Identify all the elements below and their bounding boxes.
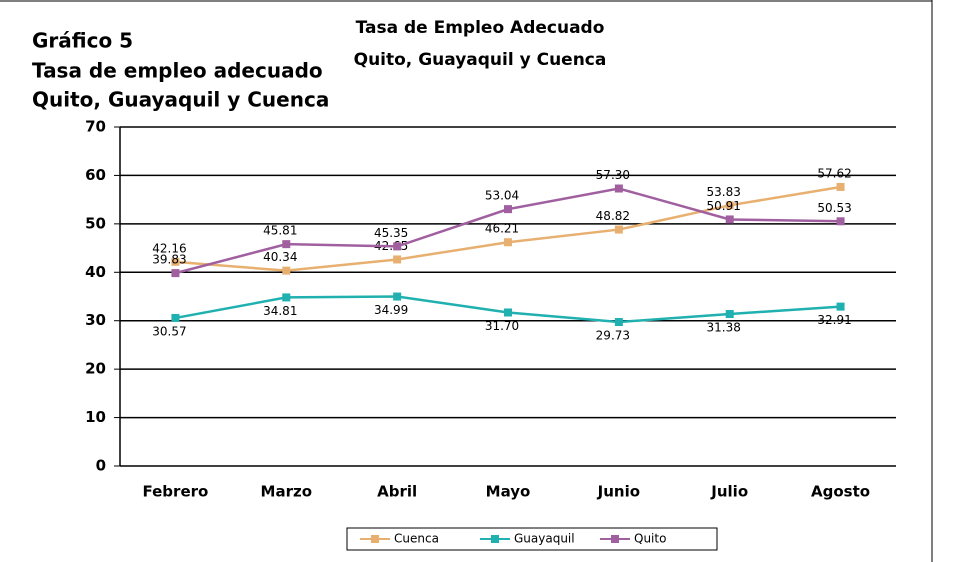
y-tick-label: 20 xyxy=(85,360,106,378)
point-marker xyxy=(614,318,623,327)
header-line: Quito, Guayaquil y Cuenca xyxy=(32,88,329,112)
value-label: 57.30 xyxy=(596,168,630,182)
x-tick-label: Junio xyxy=(597,483,640,501)
value-label: 30.57 xyxy=(152,324,186,338)
legend-marker xyxy=(611,535,619,543)
point-marker xyxy=(836,302,845,311)
value-label: 29.73 xyxy=(596,329,630,343)
value-label: 48.82 xyxy=(596,209,630,223)
point-marker xyxy=(836,182,845,191)
point-marker xyxy=(614,184,623,193)
value-label: 32.91 xyxy=(817,313,851,327)
point-marker xyxy=(725,310,734,319)
value-label: 53.83 xyxy=(707,185,741,199)
point-marker xyxy=(282,293,291,302)
y-tick-label: 0 xyxy=(96,457,106,475)
x-tick-label: Agosto xyxy=(811,483,870,501)
x-tick-label: Julio xyxy=(710,483,748,501)
y-tick-label: 40 xyxy=(85,263,106,281)
value-label: 34.81 xyxy=(263,304,297,318)
point-marker xyxy=(393,255,402,264)
point-marker xyxy=(171,257,180,266)
value-label: 46.21 xyxy=(485,222,519,236)
value-label: 53.04 xyxy=(485,189,519,203)
point-marker xyxy=(171,269,180,278)
x-tick-label: Abril xyxy=(377,483,417,501)
header-line: Gráfico 5 xyxy=(32,29,133,53)
point-marker xyxy=(614,225,623,234)
point-marker xyxy=(393,292,402,301)
point-marker xyxy=(504,205,512,214)
legend-label: Quito xyxy=(634,532,666,546)
chart-subtitle: Quito, Guayaquil y Cuenca xyxy=(354,50,607,70)
x-tick-label: Mayo xyxy=(486,483,531,501)
value-label: 50.53 xyxy=(817,201,851,215)
legend-marker xyxy=(491,535,499,543)
y-tick-label: 70 xyxy=(85,118,106,136)
value-label: 45.81 xyxy=(263,224,297,238)
chart-title: Tasa de Empleo Adecuado xyxy=(356,18,605,38)
y-tick-label: 60 xyxy=(85,166,106,184)
y-tick-label: 30 xyxy=(85,311,106,329)
point-marker xyxy=(836,217,845,226)
legend-label: Cuenca xyxy=(394,532,439,546)
point-marker xyxy=(171,313,180,322)
value-label: 40.34 xyxy=(263,250,297,264)
point-marker xyxy=(725,201,734,210)
value-label: 45.35 xyxy=(374,226,408,240)
legend-box xyxy=(346,527,718,551)
point-marker xyxy=(282,240,291,249)
point-marker xyxy=(725,215,734,224)
point-marker xyxy=(393,242,402,251)
point-marker xyxy=(504,238,512,247)
x-tick-label: Febrero xyxy=(143,483,209,501)
point-marker xyxy=(282,266,291,275)
point-marker xyxy=(504,308,512,317)
value-label: 50.91 xyxy=(707,199,741,213)
y-tick-label: 10 xyxy=(85,408,106,426)
legend-marker xyxy=(371,535,379,543)
x-tick-label: Marzo xyxy=(261,483,312,501)
value-label: 31.70 xyxy=(485,319,519,333)
header-line: Tasa de empleo adecuado xyxy=(32,59,323,83)
y-tick-label: 50 xyxy=(85,214,106,232)
value-label: 34.99 xyxy=(374,303,408,317)
value-label: 31.38 xyxy=(707,321,741,335)
value-label: 57.62 xyxy=(817,166,851,180)
value-label: 39.83 xyxy=(152,253,186,267)
legend-label: Guayaquil xyxy=(514,532,575,546)
value-label: 42.16 xyxy=(152,241,186,255)
